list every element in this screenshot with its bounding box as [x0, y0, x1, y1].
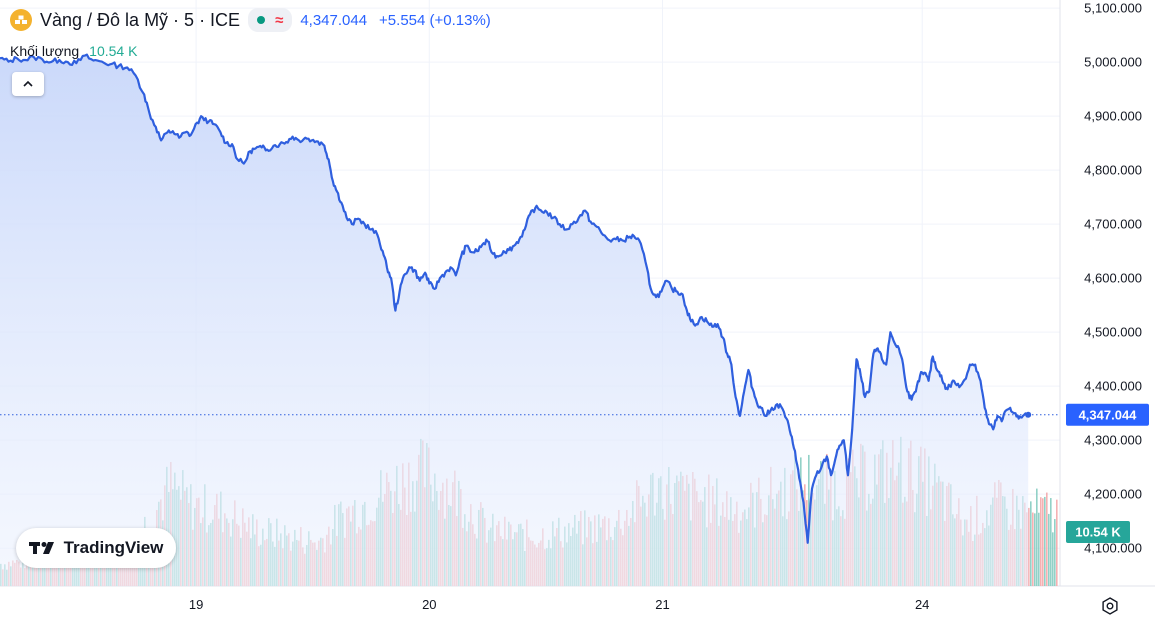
- last-volume-tag-text: 10.54 K: [1075, 525, 1121, 540]
- volume-bar: [1046, 492, 1048, 586]
- y-tick-label: 5,100.000: [1084, 1, 1142, 16]
- y-tick-label: 4,100.000: [1084, 541, 1142, 556]
- last-price: 4,347.044: [300, 11, 368, 29]
- volume-bar: [1028, 507, 1030, 586]
- collapse-legend-button[interactable]: [12, 72, 44, 96]
- price-line: [0, 53, 1030, 544]
- y-tick-label: 4,400.000: [1084, 379, 1142, 394]
- tradingview-logo-icon: [28, 542, 54, 554]
- volume-bar: [1044, 496, 1046, 586]
- gold-bars-icon: [10, 9, 32, 31]
- y-tick-label: 4,200.000: [1084, 487, 1142, 502]
- price-change: +5.554 (+0.13%): [379, 11, 491, 29]
- delayed-data-icon: ≈: [275, 11, 284, 29]
- last-price-tag-text: 4,347.044: [1079, 407, 1138, 422]
- volume-bar: [1032, 512, 1034, 586]
- y-tick-label: 4,600.000: [1084, 271, 1142, 286]
- last-price-tag: [1066, 403, 1149, 426]
- volume-value: 10.54 K: [89, 43, 138, 59]
- volume-bar: [1042, 498, 1044, 586]
- chart-header: Vàng / Đô la Mỹ · 5 · ICE ≈ 4,347.044 +5…: [10, 8, 491, 32]
- volume-bar: [1030, 501, 1032, 586]
- last-price-dot: [1025, 411, 1032, 418]
- volume-bar: [1040, 497, 1042, 586]
- x-tick-label: 24: [915, 597, 929, 612]
- volume-legend: Khối lượng 10.54 K: [10, 43, 137, 59]
- price-area: [0, 54, 1029, 587]
- logo-text: TradingView: [63, 538, 164, 557]
- y-tick-label: 4,800.000: [1084, 163, 1142, 178]
- axis-value-labels: 4,347.044 10.54 K: [1066, 403, 1149, 543]
- y-tick-label: 5,000.000: [1084, 55, 1142, 70]
- volume-label: Khối lượng: [10, 43, 80, 59]
- volume-bar: [1054, 519, 1056, 586]
- volume-bar: [1038, 512, 1040, 586]
- chevron-up-icon: [23, 80, 33, 87]
- market-status[interactable]: ≈: [248, 8, 293, 32]
- last-volume-tag: [1066, 521, 1130, 543]
- volume-bar: [1056, 499, 1058, 586]
- volume-bar: [1048, 513, 1050, 586]
- volume-bar: [1034, 513, 1036, 586]
- symbol-title[interactable]: Vàng / Đô la Mỹ · 5 · ICE: [40, 9, 241, 30]
- volume-bar: [1050, 498, 1052, 586]
- status-dot-icon: [257, 16, 266, 24]
- settings-icon[interactable]: [1100, 596, 1120, 616]
- tradingview-logo[interactable]: TradingView: [16, 528, 176, 568]
- x-tick-label: 20: [422, 597, 436, 612]
- volume-bar: [1052, 532, 1054, 586]
- volume-bar: [1036, 488, 1038, 586]
- y-tick-label: 4,900.000: [1084, 109, 1142, 124]
- x-tick-label: 19: [189, 597, 203, 612]
- y-tick-label: 4,300.000: [1084, 433, 1142, 448]
- x-tick-label: 21: [655, 597, 669, 612]
- y-tick-label: 4,700.000: [1084, 217, 1142, 232]
- x-axis: 19 20 21 24: [189, 597, 930, 612]
- y-axis: 5,100.000 5,000.000 4,900.000 4,800.000 4,70…: [1084, 1, 1142, 556]
- y-tick-label: 4,500.000: [1084, 325, 1142, 340]
